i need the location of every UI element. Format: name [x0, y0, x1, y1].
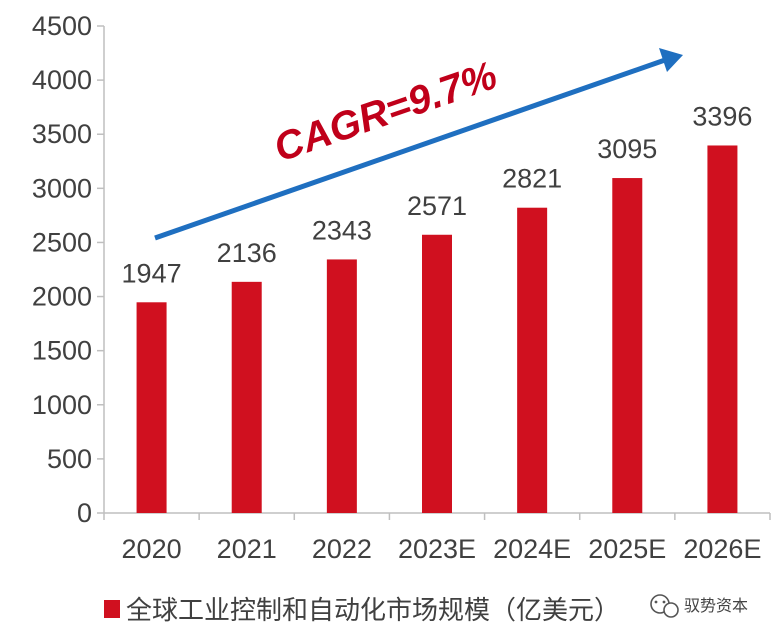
y-tick-label: 1500	[32, 336, 92, 366]
data-label-2024E: 2821	[502, 164, 562, 194]
x-tick-label-2023E: 2023E	[398, 534, 476, 564]
bar-2021	[231, 281, 262, 513]
y-tick-label: 2500	[32, 227, 92, 257]
bar-2025E	[612, 178, 643, 513]
x-axis: 2020 2021 2022 2023E 2024E 2025E 2026E	[103, 512, 771, 564]
wechat-icon	[650, 594, 679, 618]
data-label-2025E: 3095	[597, 134, 657, 164]
y-tick-label: 4000	[32, 65, 92, 95]
x-tick-label-2024E: 2024E	[493, 534, 571, 564]
bar-2023E	[422, 234, 452, 513]
cagr-arrow-head	[659, 48, 683, 72]
legend-label: 全球工业控制和自动化市场规模（亿美元）	[126, 595, 620, 625]
data-label-2023E: 2571	[407, 191, 467, 221]
x-tick-label-2025E: 2025E	[588, 534, 666, 564]
bar-2026E	[707, 145, 738, 513]
x-tick-label-2026E: 2026E	[683, 534, 761, 564]
legend-swatch	[104, 600, 120, 618]
cagr-label: CAGR=9.7%	[269, 53, 503, 170]
bar-2020	[136, 302, 167, 513]
legend: 全球工业控制和自动化市场规模（亿美元）	[104, 595, 620, 625]
y-tick-label: 4500	[32, 11, 92, 41]
bar-2022	[326, 259, 357, 513]
y-tick-label: 3000	[32, 173, 92, 203]
watermark-text: 驭势资本	[684, 597, 748, 615]
cagr-arrow	[154, 57, 666, 241]
data-labels: 1947 2136 2343 2571 2821 3095 3396	[122, 101, 753, 288]
data-label-2026E: 3396	[692, 101, 752, 131]
y-tick-label: 500	[47, 444, 92, 474]
y-tick-label: 0	[77, 498, 92, 528]
bar-2024E	[517, 207, 548, 513]
y-axis: 0 500 1000 1500 2000 2500 3000 3500 4000 4500	[32, 11, 105, 528]
data-label-2021: 2136	[217, 238, 277, 268]
x-tick-label-2020: 2020	[122, 534, 182, 564]
data-label-2022: 2343	[312, 215, 372, 245]
x-tick-label-2021: 2021	[217, 534, 277, 564]
y-tick-label: 1000	[32, 390, 92, 420]
bars	[136, 145, 738, 513]
data-label-2020: 1947	[122, 258, 182, 288]
y-tick-label: 3500	[32, 119, 92, 149]
y-tick-label: 2000	[32, 282, 92, 312]
watermark: 驭势资本	[650, 594, 748, 618]
x-tick-label-2022: 2022	[312, 534, 372, 564]
